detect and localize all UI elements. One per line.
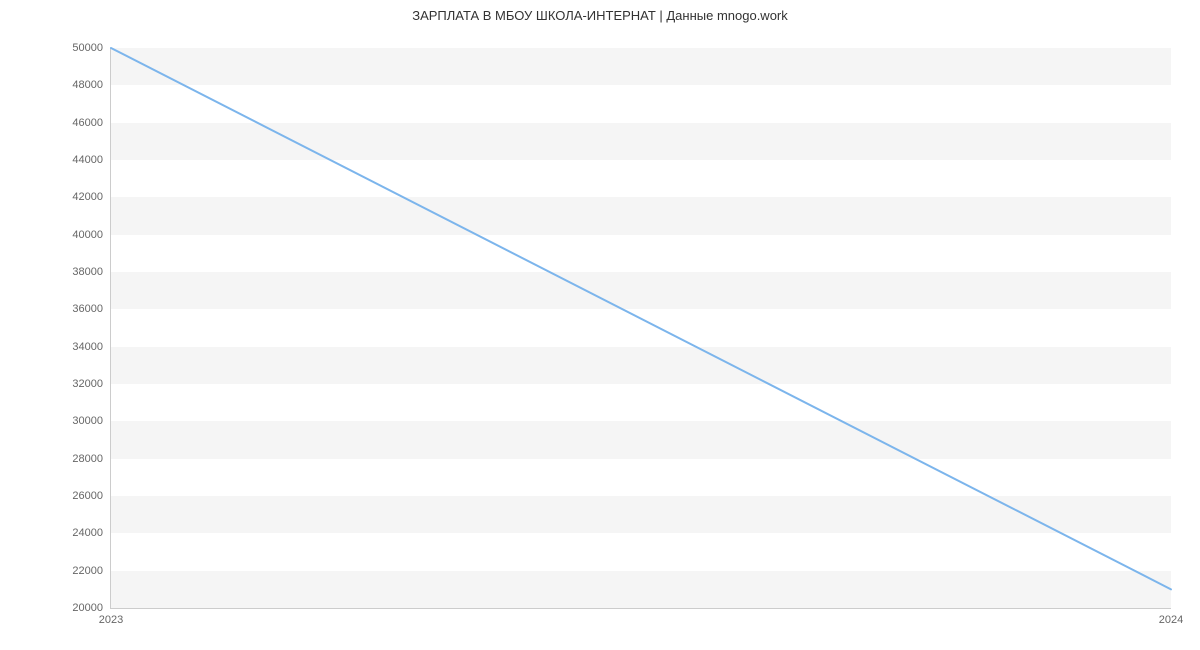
y-tick-label: 40000 (72, 229, 103, 241)
y-tick-label: 34000 (72, 341, 103, 353)
y-tick-label: 42000 (72, 191, 103, 203)
y-tick-label: 30000 (72, 415, 103, 427)
x-tick-label: 2024 (1159, 614, 1183, 626)
chart-container: ЗАРПЛАТА В МБОУ ШКОЛА-ИНТЕРНАТ | Данные … (0, 0, 1200, 650)
y-tick-label: 46000 (72, 117, 103, 129)
chart-title: ЗАРПЛАТА В МБОУ ШКОЛА-ИНТЕРНАТ | Данные … (0, 0, 1200, 23)
line-series (111, 48, 1171, 589)
y-tick-label: 36000 (72, 303, 103, 315)
y-tick-label: 20000 (72, 602, 103, 614)
line-series-layer (111, 48, 1171, 608)
y-tick-label: 48000 (72, 79, 103, 91)
y-tick-label: 38000 (72, 266, 103, 278)
y-tick-label: 26000 (72, 490, 103, 502)
y-tick-label: 44000 (72, 154, 103, 166)
y-tick-label: 28000 (72, 453, 103, 465)
x-tick-label: 2023 (99, 614, 123, 626)
y-tick-label: 24000 (72, 527, 103, 539)
y-tick-label: 50000 (72, 42, 103, 54)
y-tick-label: 22000 (72, 565, 103, 577)
plot-area: 2000022000240002600028000300003200034000… (110, 48, 1171, 609)
y-tick-label: 32000 (72, 378, 103, 390)
